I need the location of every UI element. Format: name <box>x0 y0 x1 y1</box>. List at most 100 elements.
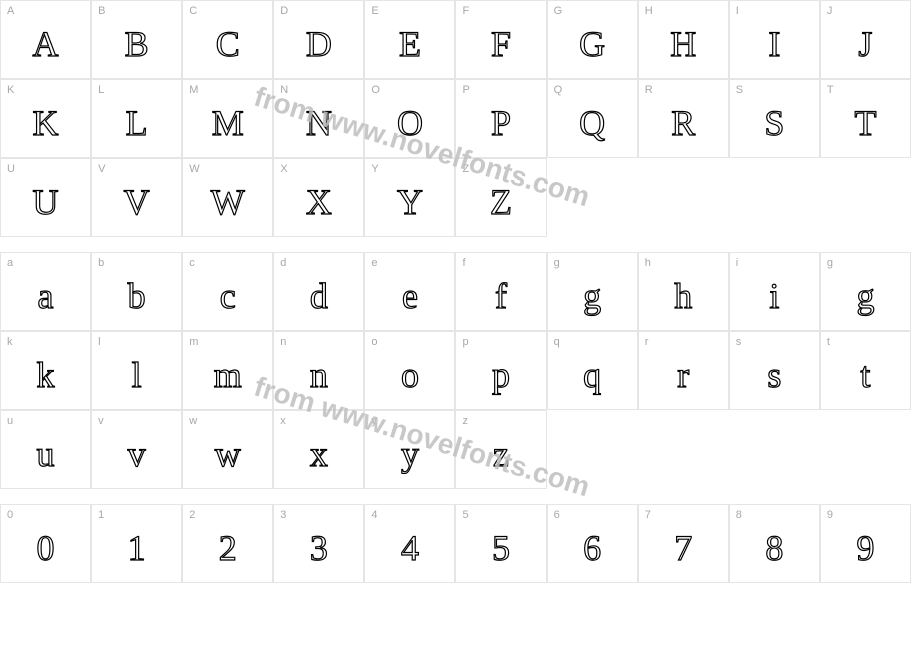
glyph-display: k <box>37 357 55 393</box>
glyph-label: B <box>98 5 105 17</box>
glyph-cell: vv <box>91 410 182 489</box>
glyph-display: 5 <box>492 530 510 566</box>
glyph-cell: ww <box>182 410 273 489</box>
glyph-cell: 11 <box>91 504 182 583</box>
glyph-cell: nn <box>273 331 364 410</box>
glyph-cell: mm <box>182 331 273 410</box>
glyph-cell: ee <box>364 252 455 331</box>
glyph-cell: 00 <box>0 504 91 583</box>
glyph-row: UUVVWWXXYYZZ <box>0 158 911 237</box>
glyph-label: i <box>736 257 738 269</box>
glyph-display: m <box>214 357 242 393</box>
glyph-display: M <box>212 105 244 141</box>
glyph-cell: KK <box>0 79 91 158</box>
glyph-cell: gg <box>820 252 911 331</box>
glyph-cell: ii <box>729 252 820 331</box>
glyph-cell: pp <box>455 331 546 410</box>
glyph-label: p <box>462 336 468 348</box>
glyph-display: O <box>397 105 423 141</box>
glyph-cell: oo <box>364 331 455 410</box>
glyph-display: 8 <box>765 530 783 566</box>
glyph-cell: ZZ <box>455 158 546 237</box>
glyph-label: J <box>827 5 833 17</box>
glyph-cell: XX <box>273 158 364 237</box>
glyph-cell: dd <box>273 252 364 331</box>
glyph-display: J <box>858 26 872 62</box>
glyph-label: o <box>371 336 377 348</box>
glyph-label: E <box>371 5 378 17</box>
glyph-row: AABBCCDDEEFFGGHHIIJJ <box>0 0 911 79</box>
glyph-label: l <box>98 336 100 348</box>
glyph-label: 2 <box>189 509 195 521</box>
glyph-label: W <box>189 163 199 175</box>
glyph-display: g <box>583 278 601 314</box>
glyph-label: q <box>554 336 560 348</box>
glyph-display: 6 <box>583 530 601 566</box>
glyph-label: 3 <box>280 509 286 521</box>
glyph-display: t <box>860 357 870 393</box>
glyph-display: i <box>769 278 779 314</box>
glyph-display: K <box>33 105 59 141</box>
glyph-display: p <box>492 357 510 393</box>
glyph-display: b <box>128 278 146 314</box>
glyph-cell: EE <box>364 0 455 79</box>
glyph-label: M <box>189 84 198 96</box>
glyph-row: kkllmmnnooppqqrrsstt <box>0 331 911 410</box>
glyph-label: D <box>280 5 288 17</box>
glyph-display: W <box>211 184 245 220</box>
glyph-label: K <box>7 84 14 96</box>
glyph-label: Z <box>462 163 469 175</box>
glyph-label: T <box>827 84 834 96</box>
glyph-cell: yy <box>364 410 455 489</box>
glyph-label: r <box>645 336 649 348</box>
glyph-label: L <box>98 84 104 96</box>
glyph-display: w <box>215 436 241 472</box>
glyph-cell: xx <box>273 410 364 489</box>
glyph-cell: LL <box>91 79 182 158</box>
glyph-display: 2 <box>219 530 237 566</box>
glyph-display: 0 <box>37 530 55 566</box>
glyph-display: h <box>674 278 692 314</box>
glyph-label: Y <box>371 163 378 175</box>
glyph-cell: MM <box>182 79 273 158</box>
glyph-label: h <box>645 257 651 269</box>
glyph-label: w <box>189 415 197 427</box>
glyph-display: C <box>216 26 240 62</box>
glyph-cell: WW <box>182 158 273 237</box>
glyph-display: v <box>128 436 146 472</box>
glyph-cell: UU <box>0 158 91 237</box>
glyph-cell: cc <box>182 252 273 331</box>
glyph-label: V <box>98 163 105 175</box>
glyph-cell: 88 <box>729 504 820 583</box>
glyph-label: e <box>371 257 377 269</box>
glyph-cell: VV <box>91 158 182 237</box>
glyph-cell: 55 <box>455 504 546 583</box>
glyph-label: C <box>189 5 197 17</box>
glyph-display: R <box>671 105 695 141</box>
glyph-display: S <box>764 105 784 141</box>
glyph-display: n <box>310 357 328 393</box>
glyph-label: 0 <box>7 509 13 521</box>
glyph-cell: QQ <box>547 79 638 158</box>
glyph-label: 5 <box>462 509 468 521</box>
glyph-label: u <box>7 415 13 427</box>
section-gap <box>0 237 911 252</box>
glyph-label: m <box>189 336 198 348</box>
glyph-label: 7 <box>645 509 651 521</box>
glyph-row: uuvvwwxxyyzz <box>0 410 911 489</box>
glyph-cell: 77 <box>638 504 729 583</box>
glyph-display: A <box>33 26 59 62</box>
glyph-label: s <box>736 336 742 348</box>
glyph-display: y <box>401 436 419 472</box>
glyph-display: Y <box>397 184 423 220</box>
glyph-display: e <box>402 278 418 314</box>
glyph-cell: AA <box>0 0 91 79</box>
glyph-row: 00112233445566778899 <box>0 504 911 583</box>
glyph-cell: ll <box>91 331 182 410</box>
glyph-cell: NN <box>273 79 364 158</box>
glyph-display: 9 <box>856 530 874 566</box>
glyph-cell: II <box>729 0 820 79</box>
glyph-label: A <box>7 5 14 17</box>
glyph-label: 4 <box>371 509 377 521</box>
glyph-cell: HH <box>638 0 729 79</box>
